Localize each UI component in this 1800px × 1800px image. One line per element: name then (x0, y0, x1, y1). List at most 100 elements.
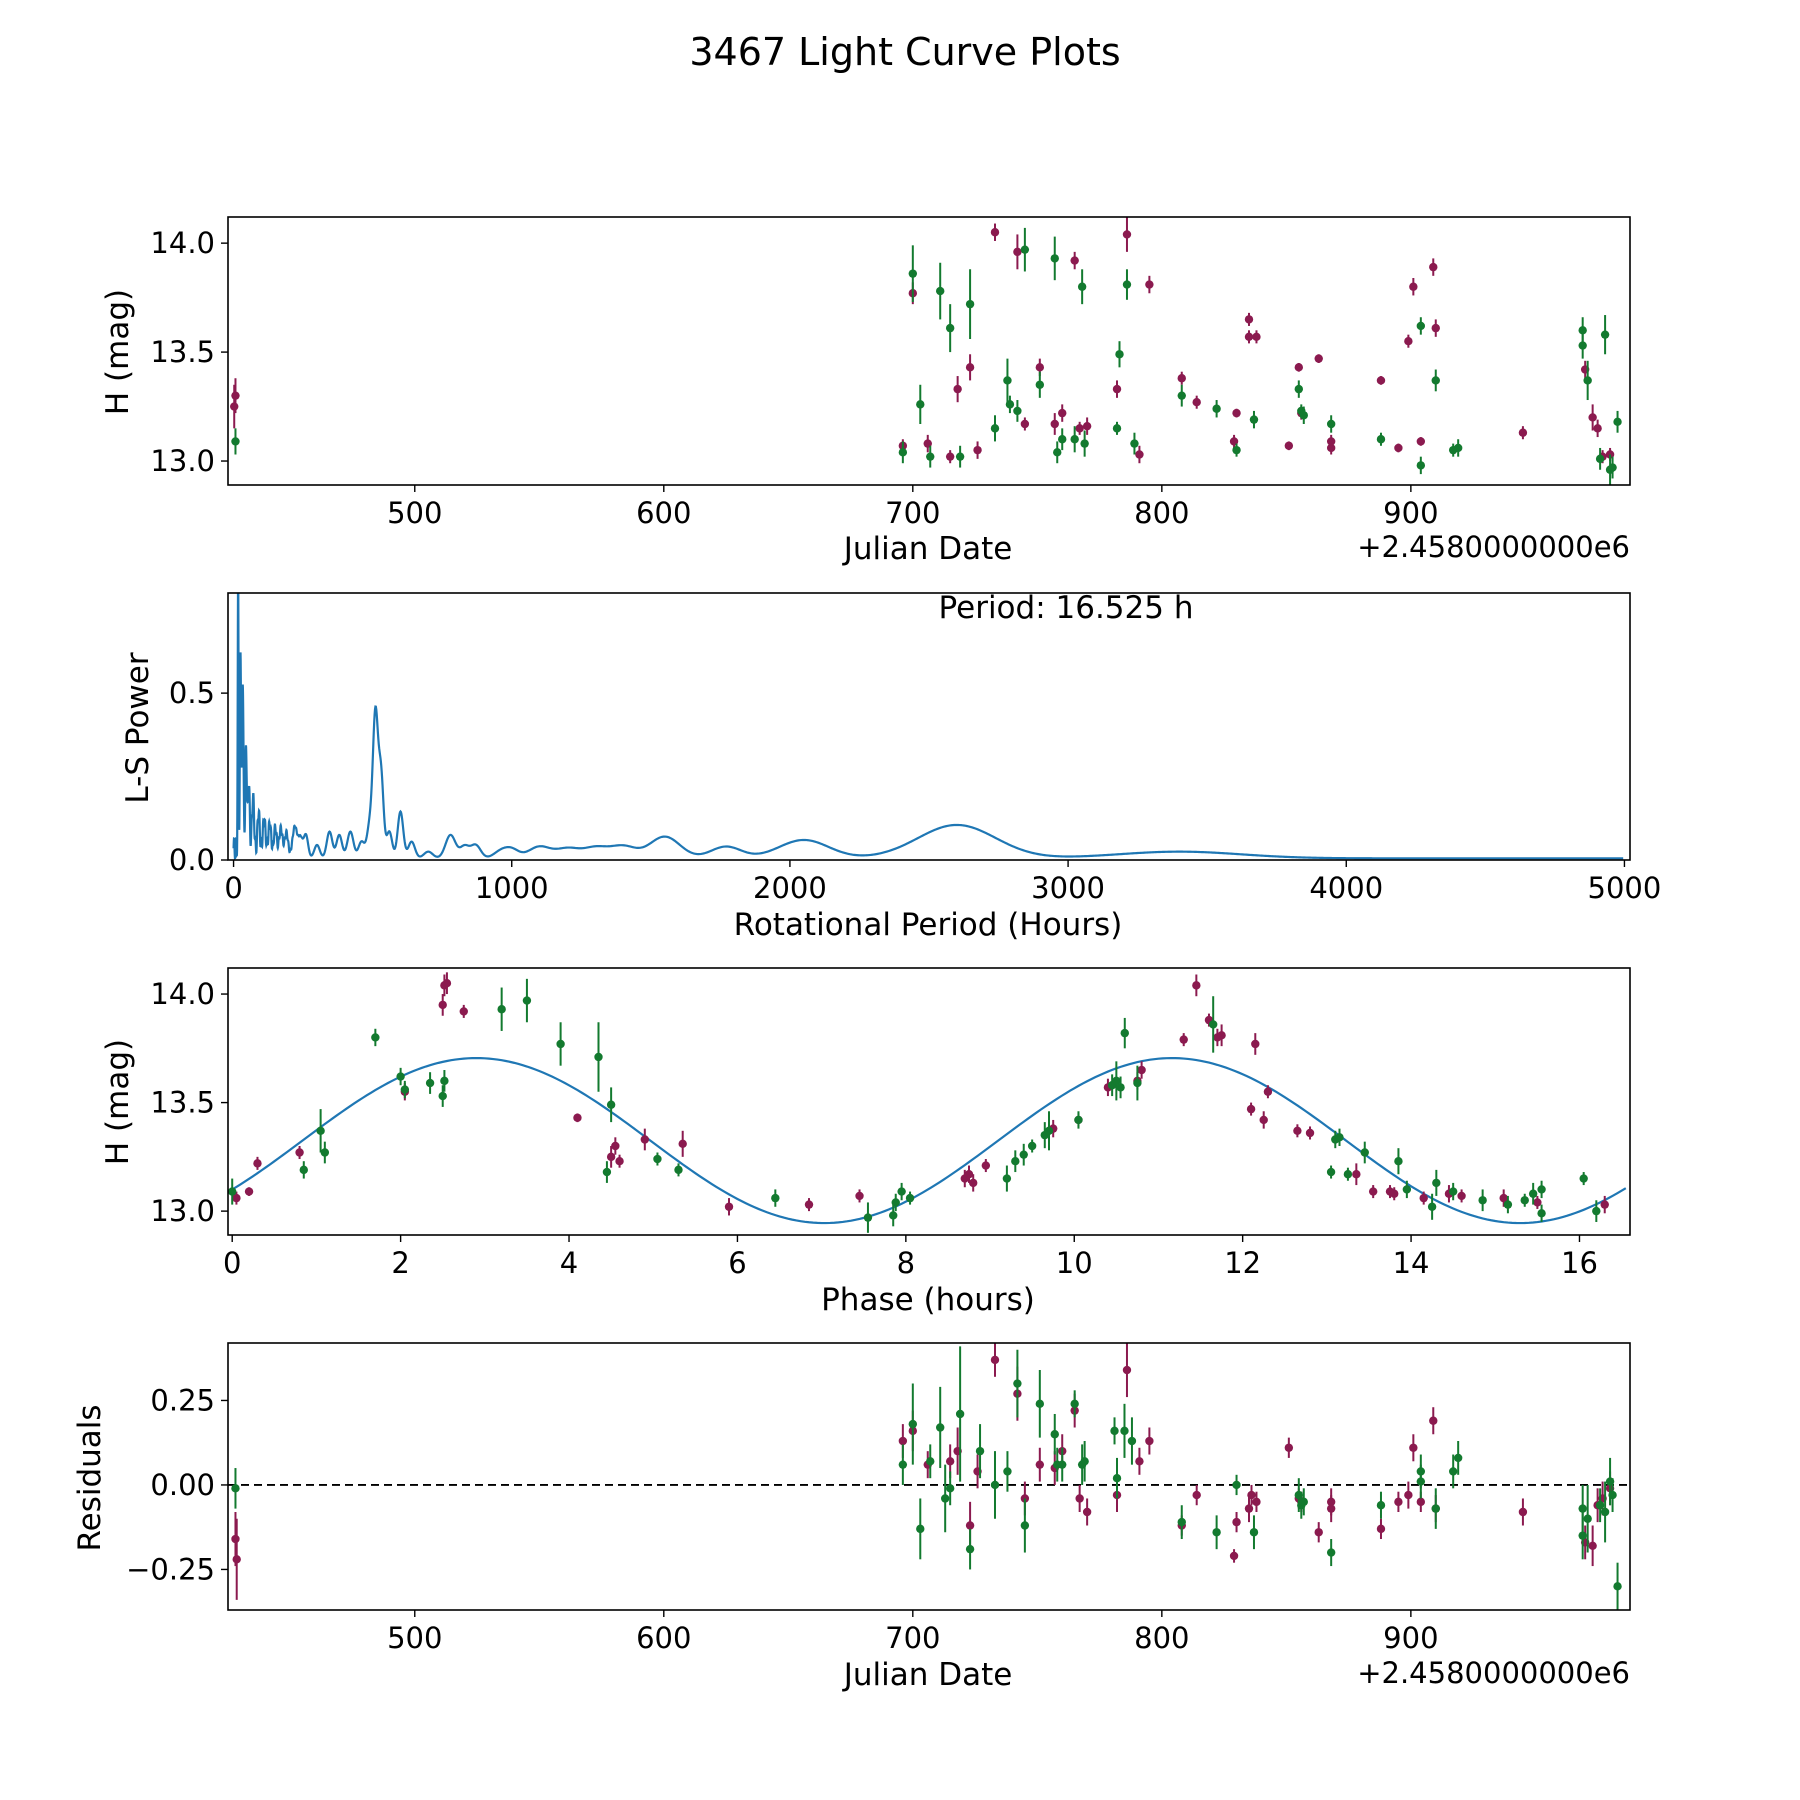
periodogram-frame (227, 592, 1631, 861)
phased-point-green (863, 1213, 873, 1222)
residuals-point-green (1249, 1528, 1259, 1537)
periodogram-xtick-label: 1000 (475, 871, 549, 905)
lightcurve-ytick-label: 13.5 (150, 335, 215, 369)
residuals-point-green (1058, 1460, 1067, 1469)
lightcurve-point-green (1600, 330, 1610, 339)
phased-point-magenta (1179, 1035, 1188, 1044)
periodogram-xtick-label: 5000 (1588, 871, 1662, 905)
phased-point-magenta (855, 1191, 864, 1201)
phased-xtick-label: 2 (391, 1246, 409, 1280)
phased-xtick-label: 8 (897, 1246, 915, 1280)
lightcurve-point-magenta (1192, 398, 1201, 407)
phased-point-green (897, 1187, 906, 1196)
lightcurve-point-magenta (1326, 437, 1336, 446)
lightcurve-point-magenta (1404, 336, 1413, 346)
phased-point-magenta (1352, 1170, 1361, 1179)
residuals-point-green (945, 1484, 955, 1493)
phased-point-green (905, 1193, 915, 1203)
lightcurve-point-magenta (1314, 354, 1323, 363)
residuals-point-green (916, 1524, 925, 1534)
phased-point-green (1074, 1115, 1083, 1125)
periodogram-ylabel: L-S Power (120, 652, 156, 803)
periodogram-xtick-label: 3000 (1031, 871, 1105, 905)
phased-point-green (400, 1085, 410, 1094)
phased-point-green (425, 1078, 435, 1088)
phased-point-magenta (244, 1187, 254, 1196)
phased-point-magenta (1390, 1189, 1399, 1198)
lightcurve-plot-area (227, 216, 1631, 486)
residuals-point-green (1583, 1514, 1592, 1523)
phased-point-magenta (1263, 1087, 1273, 1096)
residuals-ylabel: Residuals (72, 1404, 108, 1551)
lightcurve-point-green (1077, 282, 1087, 291)
phased-point-magenta (724, 1202, 734, 1211)
lightcurve-xtick-label: 900 (1383, 496, 1438, 530)
lightcurve-point-magenta (965, 363, 975, 372)
residuals-point-green (1416, 1477, 1426, 1486)
residuals-point-green (1120, 1426, 1129, 1436)
residuals-point-green (1080, 1457, 1089, 1466)
residuals-point-magenta (1376, 1524, 1386, 1534)
lightcurve-point-green (1070, 435, 1079, 444)
lightcurve-point-magenta (1284, 441, 1294, 450)
residuals-point-green (1112, 1473, 1122, 1483)
phased-point-green (1537, 1185, 1546, 1194)
lightcurve-point-magenta (230, 402, 239, 411)
residuals-point-green (975, 1446, 985, 1456)
phased-content (228, 972, 1627, 1233)
phased-ytick-label: 13.0 (150, 1194, 215, 1228)
residuals-point-green (1448, 1467, 1458, 1476)
residuals-point-magenta (1409, 1443, 1418, 1452)
phased-point-magenta (981, 1161, 991, 1170)
lightcurve-point-magenta (923, 439, 932, 448)
residuals-point-green (1376, 1501, 1386, 1510)
periodogram-xlabel: Rotational Period (Hours) (734, 907, 1123, 943)
residuals-point-green (908, 1419, 918, 1429)
residuals-point-green (1299, 1497, 1308, 1507)
lightcurve-point-green (1177, 391, 1186, 400)
residuals-point-magenta (1314, 1528, 1323, 1537)
phased-point-magenta (606, 1152, 616, 1162)
phased-point-green (1432, 1178, 1441, 1188)
phased-point-green (371, 1033, 380, 1042)
lightcurve-point-green (945, 323, 955, 333)
phased-point-magenta (678, 1139, 687, 1149)
lightcurve-point-green (1080, 439, 1089, 448)
residuals-point-green (1578, 1531, 1587, 1540)
phased-point-green (606, 1100, 616, 1109)
phased-point-magenta (1419, 1193, 1428, 1203)
residuals-point-green (926, 1457, 935, 1466)
lightcurve-point-green (1326, 419, 1336, 429)
lightcurve-point-green (936, 286, 945, 296)
residuals-xtick-label: 600 (636, 1621, 691, 1655)
phased-point-green (438, 1091, 447, 1101)
residuals-ytick-label: 0.00 (150, 1468, 215, 1502)
phased-point-green (1112, 1076, 1121, 1086)
residuals-ytick-label: 0.25 (150, 1383, 215, 1417)
phased-point-magenta (611, 1141, 620, 1151)
lightcurve-point-green (955, 452, 965, 461)
phased-point-magenta (969, 1178, 978, 1188)
periodogram-xtick-label: 2000 (753, 871, 827, 905)
lightcurve-point-magenta (1294, 363, 1303, 372)
periodogram-plot-area (227, 592, 1631, 861)
phased-point-green (1427, 1202, 1437, 1211)
phased-point-green (771, 1193, 780, 1203)
lightcurve-point-green (1431, 376, 1440, 385)
residuals-xtick-label: 500 (387, 1621, 442, 1655)
lightcurve-point-magenta (1244, 332, 1254, 342)
phased-point-green (891, 1198, 900, 1207)
phased-point-green (228, 1187, 237, 1196)
lightcurve-point-green (1299, 411, 1308, 420)
residuals-point-green (1453, 1453, 1463, 1463)
panel-periodogram: 0 1000 2000 3000 4000 5000 0.0 0.5 Period: 16.5… (120, 590, 1662, 943)
phased-model-curve (231, 1056, 1627, 1225)
lightcurve-offset-label: +2.4580000000e6 (1357, 530, 1630, 564)
residuals-point-magenta (1429, 1416, 1438, 1425)
lightcurve-point-green (1035, 380, 1045, 389)
lightcurve-point-magenta (231, 391, 240, 400)
periodogram-ytick-label: 0.5 (169, 676, 215, 710)
phased-point-green (1592, 1206, 1601, 1216)
